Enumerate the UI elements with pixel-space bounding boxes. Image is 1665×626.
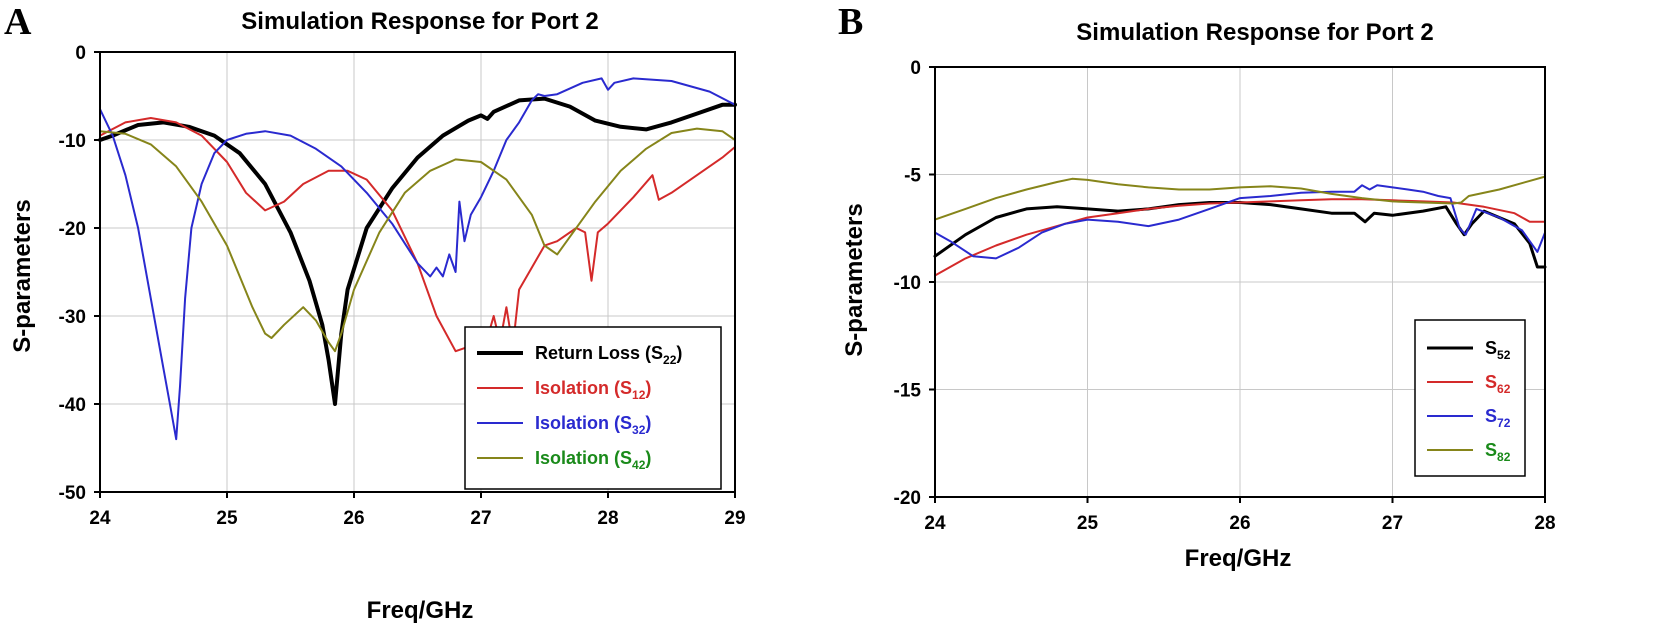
legend-a: Return Loss (S22) Isolation (S12) Isolatio… xyxy=(464,326,722,490)
x-tick-label-b-2: 26 xyxy=(1229,513,1250,534)
x-tick-label-a-3: 27 xyxy=(470,508,491,529)
legend-label-b-3: S82 xyxy=(1485,440,1511,464)
legend-label-a-2: Isolation (S32) xyxy=(535,413,651,437)
series-line-b-0 xyxy=(933,201,1547,269)
legend-label-b-2: S72 xyxy=(1485,406,1511,430)
series-group-a xyxy=(98,77,737,441)
series-line-b-1 xyxy=(934,198,1546,277)
y-tick-label-b-2: -10 xyxy=(894,273,921,294)
x-axis-label-b: Freq/GHz xyxy=(1185,545,1292,572)
y-tick-label-a-5: -50 xyxy=(59,483,86,504)
y-axis-label-a: S-parameters xyxy=(9,199,36,352)
series-line-b-3 xyxy=(934,175,1546,221)
y-tick-label-a-1: -10 xyxy=(59,131,86,152)
series-line-a-0 xyxy=(98,96,737,406)
tick-labels-a: 24 25 26 27 28 29 0 -10 -20 -30 -40 -50 xyxy=(59,43,746,529)
legend-label-b-1: S62 xyxy=(1485,372,1511,396)
legend-label-a-1: Isolation (S12) xyxy=(535,378,651,402)
panel-label-b: B xyxy=(838,1,863,43)
chart-title-b: Simulation Response for Port 2 xyxy=(1076,19,1433,46)
y-tick-label-a-2: -20 xyxy=(59,219,86,240)
y-tick-label-a-4: -40 xyxy=(59,395,86,416)
y-tick-label-b-3: -15 xyxy=(894,381,922,402)
y-tick-label-b-4: -20 xyxy=(894,488,921,509)
x-tick-label-a-4: 28 xyxy=(597,508,618,529)
plot-frame-a xyxy=(99,51,736,493)
x-tick-label-b-4: 28 xyxy=(1534,513,1555,534)
x-tick-label-a-2: 26 xyxy=(343,508,364,529)
chart-panel-a: A Simulation Response for Port 2 Freq/GH… xyxy=(4,1,746,624)
x-tick-label-b-3: 27 xyxy=(1382,513,1403,534)
y-tick-label-b-0: 0 xyxy=(910,58,921,79)
legend-label-a-3: Isolation (S42) xyxy=(535,448,651,472)
panel-label-a: A xyxy=(4,1,32,43)
legend-label-b-0: S52 xyxy=(1485,338,1511,362)
tick-labels-b: 24 25 26 27 28 0 -5 -10 -15 -20 xyxy=(894,58,1556,534)
x-tick-label-b-1: 25 xyxy=(1077,513,1099,534)
x-axis-label-a: Freq/GHz xyxy=(367,597,474,624)
x-tick-label-b-0: 24 xyxy=(924,513,946,534)
y-tick-label-b-1: -5 xyxy=(904,166,921,187)
legend-label-a-0: Return Loss (S22) xyxy=(535,343,682,367)
x-tick-label-a-5: 29 xyxy=(724,508,745,529)
legend-b: S52 S62 S72 S82 xyxy=(1414,319,1526,477)
series-line-a-2 xyxy=(99,77,736,441)
y-axis-label-b: S-parameters xyxy=(841,203,868,356)
chart-title-a: Simulation Response for Port 2 xyxy=(241,8,598,35)
series-line-b-2 xyxy=(934,184,1546,260)
y-tick-label-a-0: 0 xyxy=(75,43,86,64)
series-group-b xyxy=(933,175,1547,277)
y-tick-label-a-3: -30 xyxy=(59,307,86,328)
chart-panel-b: B Simulation Response for Port 2 Freq/GH… xyxy=(838,1,1556,572)
series-line-a-3 xyxy=(99,127,736,353)
x-tick-label-a-0: 24 xyxy=(89,508,111,529)
x-tick-label-a-1: 25 xyxy=(216,508,238,529)
